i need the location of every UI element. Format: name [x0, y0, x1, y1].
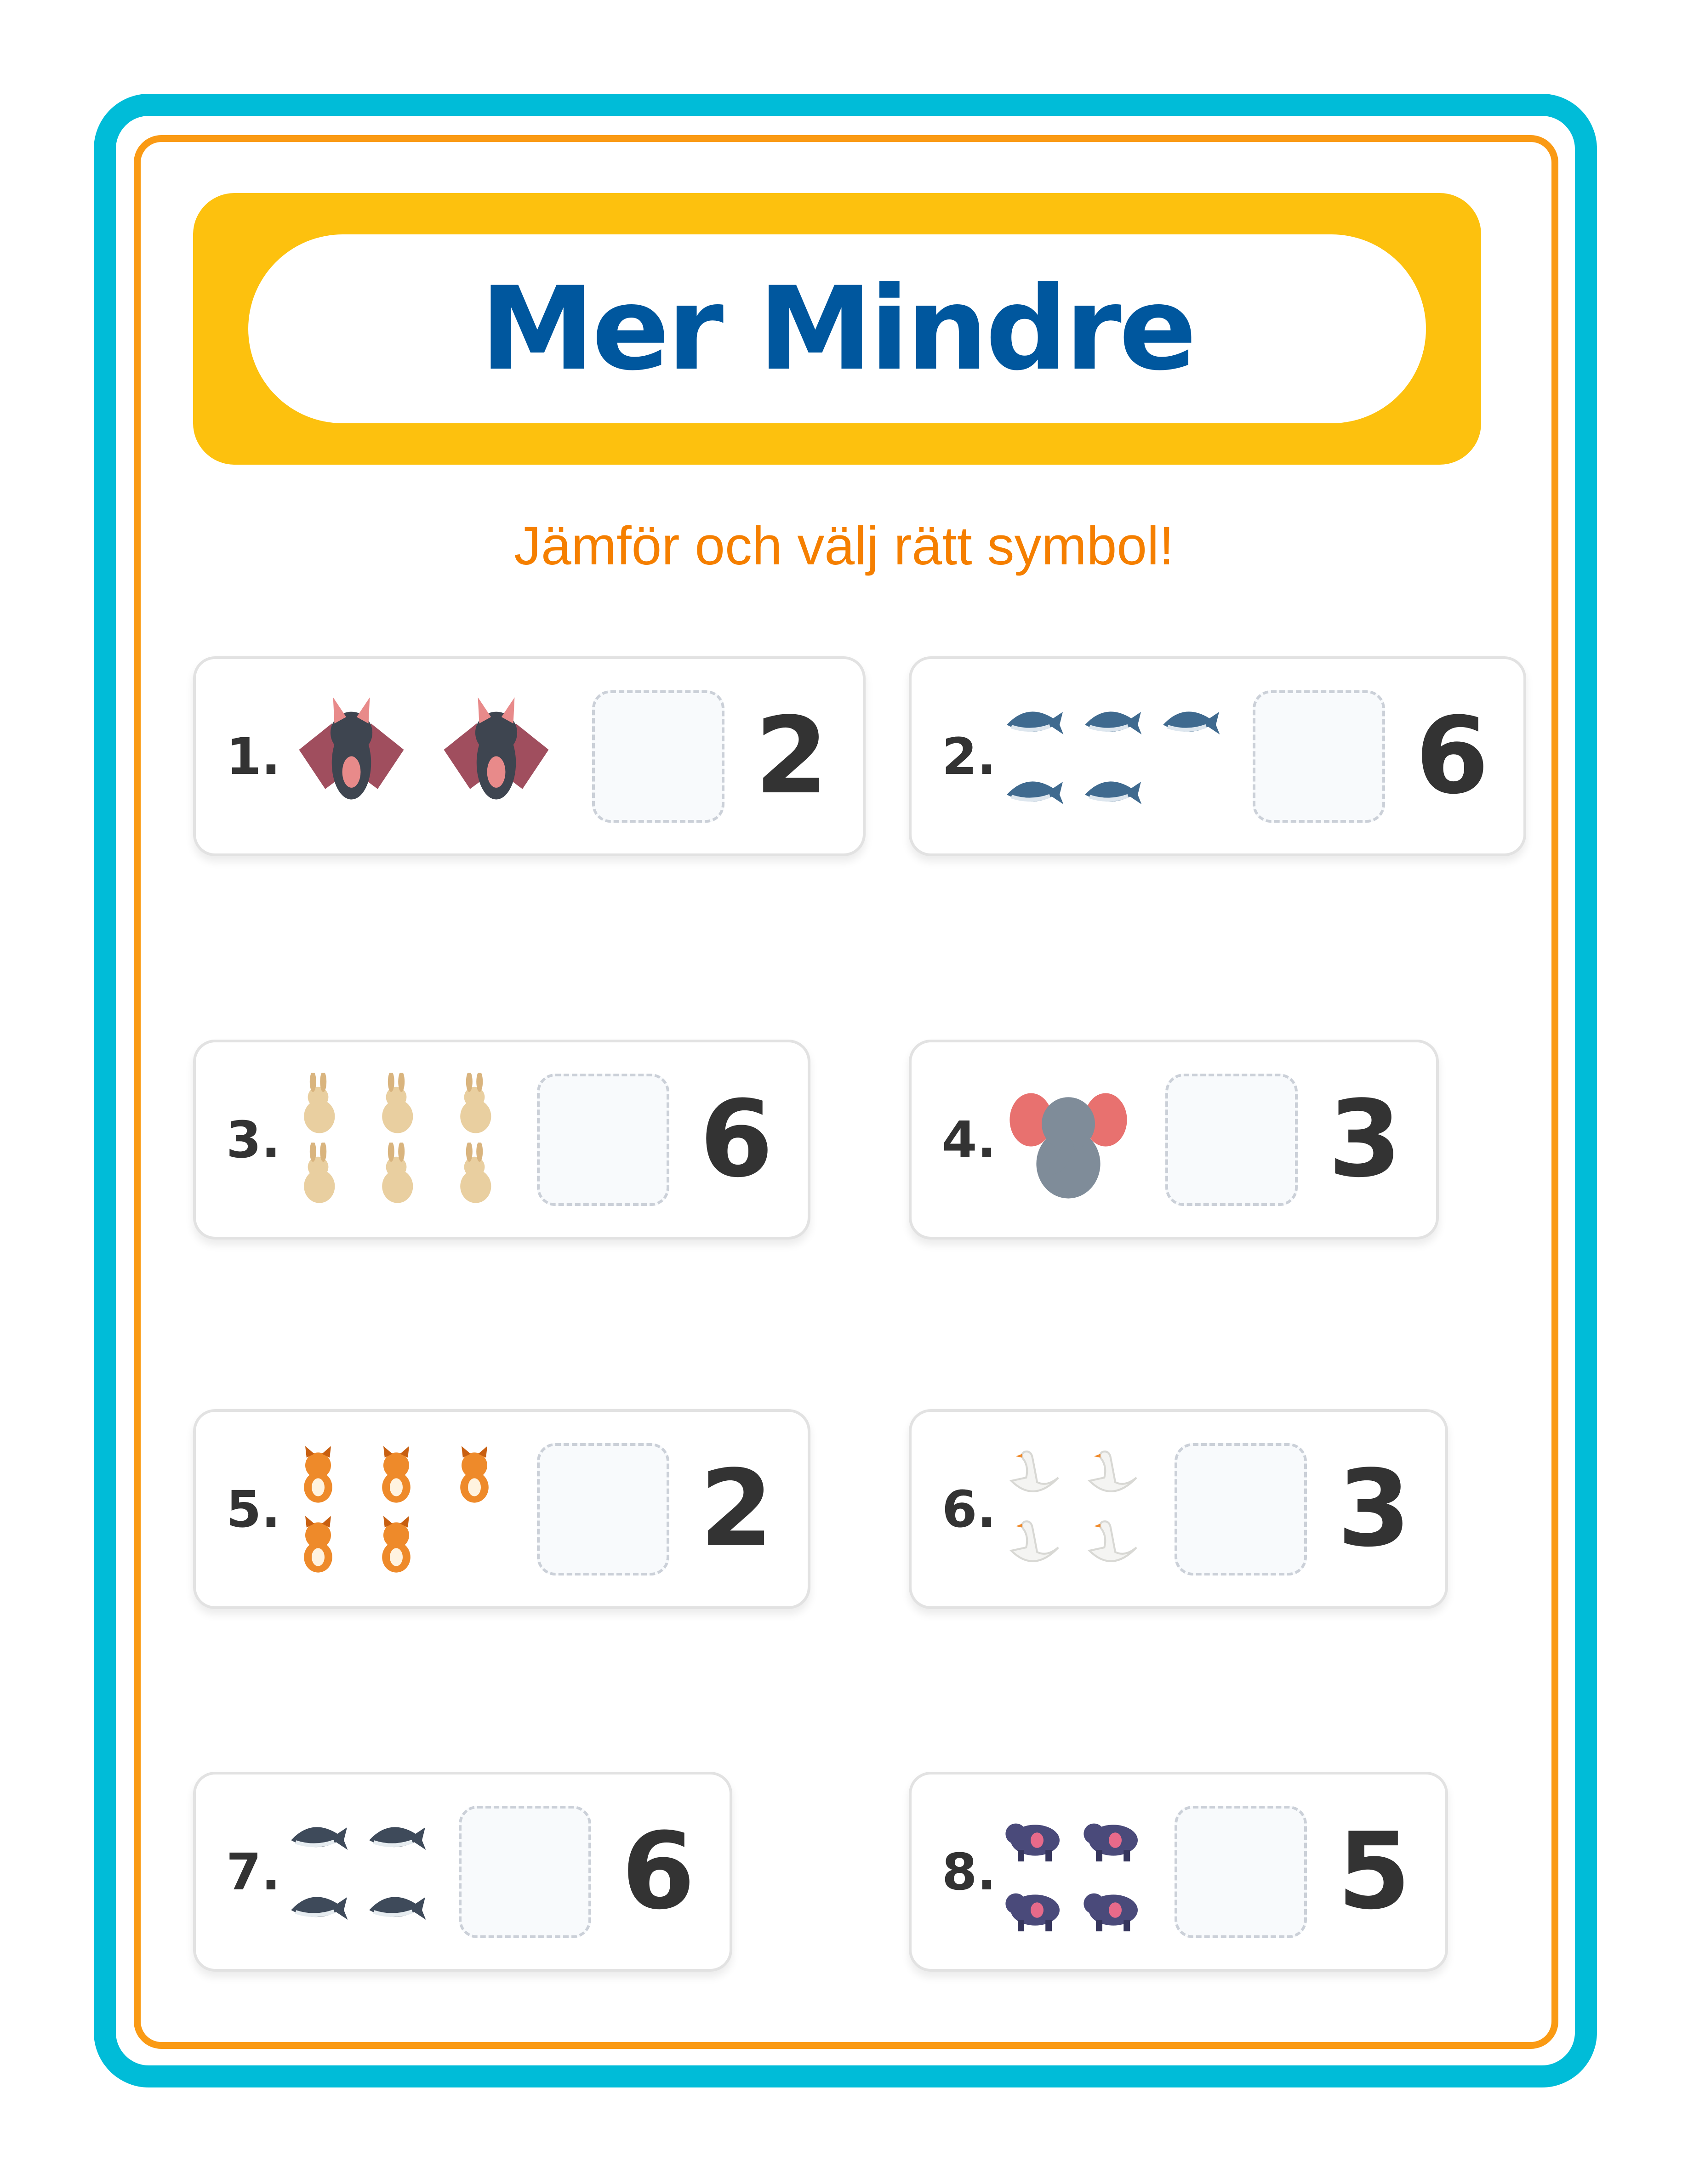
answer-box[interactable]	[592, 690, 724, 823]
item-number: 2.	[942, 727, 997, 786]
whale-icon	[291, 1826, 348, 1850]
item-number: 1.	[226, 727, 281, 786]
bat-icon	[299, 697, 404, 800]
dolphin-icon	[1085, 711, 1142, 734]
tiger-cat-icon	[382, 1515, 411, 1573]
animal-group	[1002, 1805, 1144, 1939]
animal-group	[286, 691, 562, 822]
tiger-cat-icon	[304, 1515, 332, 1573]
rabbit-icon	[304, 1142, 335, 1203]
bat-icon	[444, 697, 549, 800]
whale-icon	[291, 1896, 348, 1920]
comparison-card: 5. 2	[193, 1409, 811, 1609]
dolphin-icon	[1085, 781, 1142, 804]
whale-icon	[369, 1896, 426, 1920]
comparison-card: 4. 3	[909, 1040, 1439, 1240]
answer-box[interactable]	[1175, 1805, 1307, 1938]
title-banner: Mer Mindre	[193, 193, 1481, 465]
dolphin-icon	[1007, 711, 1064, 734]
swan-icon	[1087, 1450, 1137, 1492]
tiger-cat-icon	[382, 1445, 411, 1503]
answer-box[interactable]	[537, 1443, 669, 1575]
compare-number: 6	[622, 1810, 696, 1933]
compare-number: 6	[700, 1078, 774, 1201]
hippo-icon	[1005, 1823, 1060, 1861]
comparison-card: 2. 6	[909, 656, 1527, 856]
animal-group	[1002, 1073, 1135, 1206]
answer-box[interactable]	[537, 1073, 669, 1206]
item-number: 8.	[942, 1842, 997, 1901]
swan-icon	[1009, 1450, 1059, 1492]
title-pill: Mer Mindre	[248, 234, 1426, 423]
comparison-card: 3. 6	[193, 1040, 811, 1240]
animal-group	[1002, 1442, 1144, 1576]
rabbit-icon	[460, 1072, 491, 1133]
dolphin-icon	[1007, 781, 1064, 804]
swan-icon	[1087, 1520, 1137, 1562]
rabbit-icon	[382, 1142, 413, 1203]
tiger-cat-icon	[304, 1445, 332, 1503]
rabbit-icon	[382, 1072, 413, 1133]
item-number: 5.	[226, 1479, 281, 1539]
animal-group	[286, 1805, 428, 1939]
whale-icon	[369, 1826, 426, 1850]
hippo-icon	[1084, 1893, 1138, 1931]
animal-group	[286, 1072, 507, 1207]
answer-box[interactable]	[1165, 1073, 1298, 1206]
answer-box[interactable]	[1253, 690, 1385, 823]
rabbit-icon	[460, 1142, 491, 1203]
hippo-icon	[1084, 1823, 1138, 1861]
page-title: Mer Mindre	[480, 262, 1197, 396]
item-number: 3.	[226, 1110, 281, 1169]
comparison-card: 1. 2	[193, 656, 866, 856]
animal-group	[1002, 689, 1222, 824]
hippo-icon	[1005, 1893, 1060, 1931]
compare-number: 2	[700, 1447, 774, 1570]
item-number: 4.	[942, 1110, 997, 1169]
dolphin-icon	[1163, 711, 1220, 734]
answer-box[interactable]	[1175, 1443, 1307, 1575]
item-number: 7.	[226, 1842, 281, 1901]
answer-box[interactable]	[459, 1805, 591, 1938]
comparison-card: 7. 6	[193, 1772, 733, 1972]
compare-number: 3	[1328, 1078, 1402, 1201]
compare-number: 3	[1337, 1447, 1411, 1570]
compare-number: 6	[1415, 694, 1489, 818]
outer-frame	[94, 94, 1597, 2087]
swan-icon	[1009, 1520, 1059, 1562]
comparison-card: 6. 3	[909, 1409, 1448, 1609]
inner-frame	[134, 135, 1558, 2049]
elephant-icon	[1009, 1093, 1127, 1199]
compare-number: 5	[1337, 1810, 1411, 1933]
animal-group	[286, 1442, 507, 1576]
tiger-cat-icon	[460, 1445, 489, 1503]
compare-number: 2	[755, 694, 829, 818]
rabbit-icon	[304, 1072, 335, 1133]
comparison-card: 8. 5	[909, 1772, 1448, 1972]
instructions: Jämför och välj rätt symbol!	[513, 516, 1175, 576]
item-number: 6.	[942, 1479, 997, 1539]
